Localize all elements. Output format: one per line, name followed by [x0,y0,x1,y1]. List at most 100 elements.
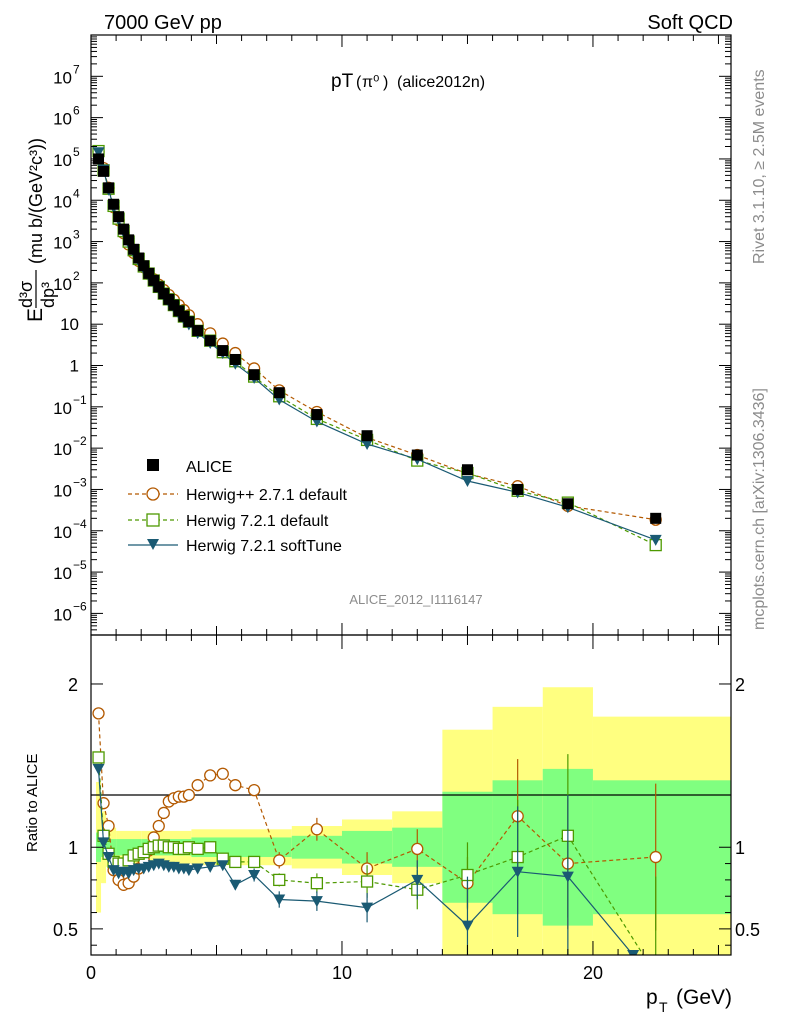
data-point [361,430,373,442]
main-y-tick-label-exp: −4 [73,517,87,531]
ratio-uncertainty-bands [96,687,731,955]
legend-marker-herwig7-softtune [147,539,159,550]
legend-marker-data [147,459,159,471]
main-series-point [361,438,374,450]
stat-uncertainty-band [592,780,731,915]
ratio-series-point [204,861,217,873]
ratio-series-point [229,879,242,891]
title-main: pT [331,71,354,92]
main-y-tick-label-exp: 5 [73,145,80,159]
legend: ALICE Herwig++ 2.7.1 default Herwig 7.2.… [128,459,348,555]
legend-marker-herwig7-default [146,513,160,527]
ratio-series-point [182,788,196,802]
main-y-tick-label-exp: 6 [73,104,80,118]
x-tick-label: 0 [86,963,96,983]
ratio-series-point [461,920,474,932]
x-tick-label: 20 [583,963,603,983]
ratio-series-point [229,779,242,792]
ratio-series-point [92,707,105,720]
ratio-series-point [102,852,115,864]
data-point [229,353,241,365]
ratio-series-point [649,850,662,864]
stat-uncertainty-band [291,835,342,859]
ratio-series-layer [92,707,662,955]
data-point [562,498,574,510]
ratio-series-point [97,797,110,810]
ratio-series-point [310,823,324,836]
ratio-series-point [92,763,105,775]
main-y-tick-label-base: 10 [53,440,72,459]
main-series-line [97,151,656,521]
main-y-tick-label-exp: −2 [73,434,87,448]
main-series-0 [92,145,662,526]
data-point [133,252,145,264]
main-y-tick-label: 10 6 [53,104,80,129]
ratio-series-point [561,871,574,883]
main-y-tick-label: 10 4 [53,186,80,211]
ratio-series-point [191,863,204,875]
main-y-tick-label-exp: −6 [73,599,87,613]
ylabel-unit: (mu b/(GeV²c³)) [26,138,46,264]
main-series-point [461,476,474,488]
data-point [217,345,229,357]
data-point [650,512,662,524]
ratio-series-point [411,874,424,886]
ratio-y-tick-label: 1 [68,838,78,858]
data-point [128,243,140,255]
data-point [168,299,180,311]
ratio-y-tick-label-right: 0.5 [735,920,760,940]
main-y-tick-label-exp: −3 [73,475,87,489]
main-y-tick-label-base: 10 [53,151,72,170]
ratio-series-point [97,837,110,849]
rivet-version-text: Rivet 3.1.10, ≥ 2.5M events [751,69,768,264]
ratio-series-point [216,860,229,872]
data-point [118,223,130,235]
ratio-series-point [152,819,165,833]
data-point [273,387,285,399]
main-y-tick-label-base: 10 [53,605,72,624]
data-point [103,182,115,194]
data-point [163,293,175,305]
ratio-axes: 0.5 0.51 12 20 10 20 [53,635,760,983]
legend-marker-herwigpp [146,487,160,501]
main-y-tick-label-base: 10 [53,234,72,253]
ratio-series-point [361,902,374,914]
ratio-series-2 [92,763,640,955]
data-point [153,281,165,293]
ratio-series-point [191,779,204,792]
ratio-series-point [273,894,286,906]
main-y-tick-label-base: 10 [53,68,72,87]
ratio-y-tick-label: 2 [68,675,78,695]
ratio-series-point [247,855,261,869]
main-y-tick-label-exp: 7 [73,62,80,76]
svg-text:): ) [383,74,388,91]
main-y-tick-label: 10 [60,315,79,334]
ratio-panel-frame [90,634,732,956]
main-y-tick-label-exp: −1 [73,393,87,407]
data-point [183,316,195,328]
main-y-tick-label: 10 2 [53,269,80,294]
ratio-series-point [92,751,105,764]
main-y-tick-label-base: 10 [53,523,72,542]
header-right: Soft QCD [647,12,733,34]
legend-label-herwig7-softtune: Herwig 7.2.1 softTune [186,538,342,555]
main-y-tick-label-exp: 2 [73,269,80,283]
ratio-series-point [627,950,640,955]
main-series-2 [92,147,662,546]
data-point [143,267,155,279]
main-series-line [97,150,656,546]
main-y-tick-label-base: 10 [53,481,72,500]
ylabel-numerator: d³σ [16,281,36,308]
main-y-axis-label: E d³σ dp³ (mu b/(GeV²c³)) [16,138,58,322]
analysis-watermark: ALICE_2012_I1116147 [349,592,482,607]
main-y-tick-label-exp: 4 [73,186,80,200]
data-point [192,325,204,337]
main-y-tick-label-base: 1 [70,357,79,376]
legend-label-herwigpp: Herwig++ 2.7.1 default [186,487,348,504]
ratio-y-tick-label-right: 2 [735,675,745,695]
title-tag: (alice2012n) [397,74,485,91]
ratio-series-point [248,870,261,881]
main-y-tick-label-base: 10 [53,564,72,583]
